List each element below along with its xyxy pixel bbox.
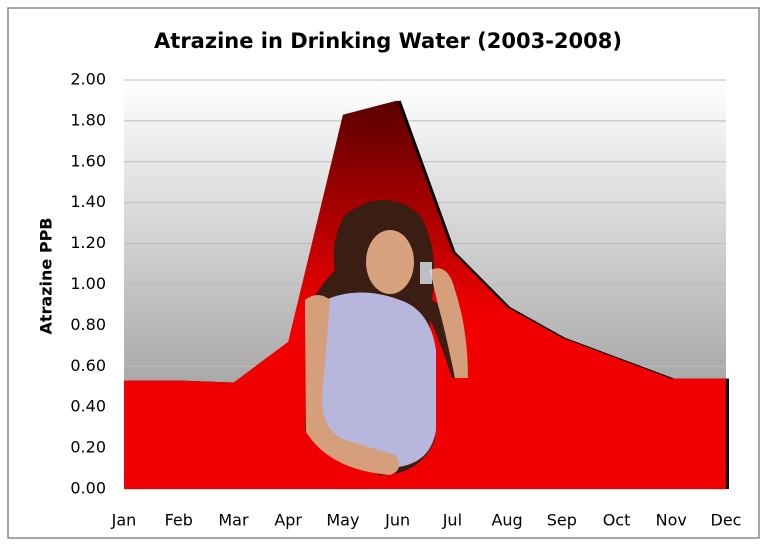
x-tick-label: Dec	[711, 511, 742, 530]
y-tick-label: 0.80	[70, 315, 106, 334]
y-tick-label: 1.00	[70, 274, 106, 293]
y-tick-label: 2.00	[70, 70, 106, 89]
y-tick-label: 1.60	[70, 151, 106, 170]
x-tick-label: Oct	[603, 511, 631, 530]
x-tick-label: Jan	[111, 511, 137, 530]
y-tick-label: 1.80	[70, 110, 106, 129]
x-tick-label: Nov	[656, 511, 687, 530]
x-tick-label: Sep	[547, 511, 577, 530]
y-axis-label: Atrazine PPB	[37, 218, 56, 335]
chart: 0.00 0.20 0.40 0.60 0.80 1.00 1.20 1.40 1.60 1.80…	[0, 0, 767, 546]
chart-title: Atrazine in Drinking Water (2003-2008)	[154, 29, 622, 53]
y-tick-label: 0.60	[70, 356, 106, 375]
y-tick-label: 0.20	[70, 438, 106, 457]
x-tick-label: Aug	[491, 511, 522, 530]
y-tick-label: 1.40	[70, 192, 106, 211]
y-tick-label: 0.00	[70, 479, 106, 498]
y-tick-label: 0.40	[70, 397, 106, 416]
x-tick-label: Jun	[384, 511, 410, 530]
x-tick-label: Feb	[165, 511, 193, 530]
x-tick-label: Jul	[442, 511, 462, 530]
x-tick-label: May	[326, 511, 359, 530]
y-tick-label: 1.20	[70, 233, 106, 252]
x-tick-label: Mar	[218, 511, 249, 530]
x-tick-label: Apr	[274, 511, 302, 530]
